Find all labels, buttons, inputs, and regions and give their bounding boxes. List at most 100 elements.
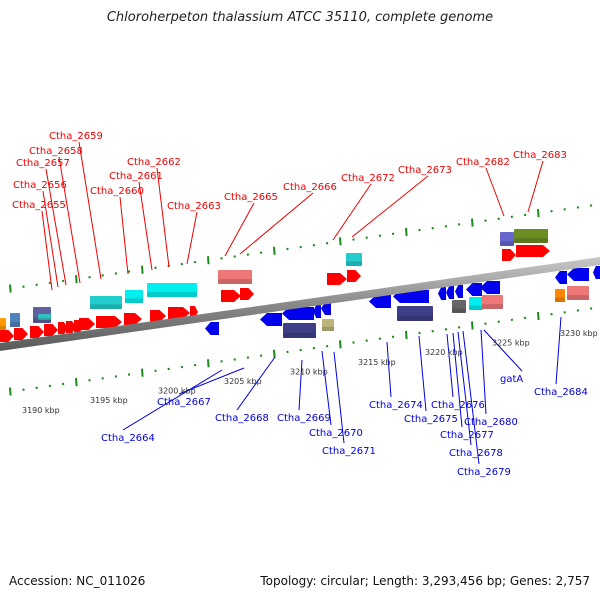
scale-label: 3205 kbp (224, 377, 262, 386)
minor-tick (523, 213, 527, 217)
major-tick (75, 275, 78, 284)
gene-label: Ctha_2679 (457, 467, 511, 478)
gene-label: Ctha_2661 (109, 171, 163, 182)
forward-gene-arrow (96, 316, 122, 328)
minor-tick (312, 346, 316, 350)
leader-line (239, 192, 314, 255)
minor-tick (48, 384, 52, 388)
gene-label: Ctha_2658 (29, 146, 83, 157)
gene-box (514, 229, 548, 243)
minor-tick (378, 234, 382, 238)
minor-tick (259, 354, 263, 357)
leader-line (555, 316, 562, 385)
gene-shade (452, 308, 466, 313)
major-tick (207, 359, 210, 368)
gene-label: Ctha_2668 (215, 413, 269, 424)
leader-line (122, 369, 223, 431)
minor-tick (88, 275, 91, 279)
scale-label: 3225 kbp (492, 339, 530, 348)
gene-shade (322, 326, 334, 331)
major-tick (537, 208, 540, 218)
minor-tick (431, 329, 434, 333)
gene-label: Ctha_2666 (283, 182, 337, 193)
reverse-gene-arrow (593, 266, 600, 279)
reverse-gene-arrow (260, 313, 282, 326)
minor-tick (352, 341, 355, 344)
minor-tick (101, 377, 104, 380)
reverse-gene-labels: Ctha_2664 Ctha_2667 Ctha_2668 Ctha_2669 Ctha… (101, 374, 588, 478)
minor-tick (431, 226, 434, 230)
gene-box (452, 300, 466, 313)
gene-shade (10, 322, 20, 327)
minor-tick (444, 327, 448, 331)
major-tick (339, 237, 342, 246)
reverse-gene-arrow (321, 302, 331, 315)
major-tick (471, 218, 474, 227)
gene-label: Ctha_2682 (456, 157, 510, 168)
minor-tick (391, 335, 395, 339)
minor-tick (101, 274, 104, 277)
reverse-gene-arrow (438, 287, 446, 300)
gene-box (125, 290, 143, 303)
minor-tick (180, 262, 184, 266)
leader-line (298, 359, 303, 411)
minor-tick (563, 311, 566, 314)
gene-shade (147, 292, 197, 297)
gene-label: Ctha_2676 (431, 400, 485, 411)
minor-tick (233, 255, 236, 258)
forward-gene-arrow (14, 328, 28, 340)
minor-tick (127, 270, 131, 273)
leader-line (42, 190, 59, 288)
gene-shade (514, 238, 548, 243)
major-tick (339, 340, 342, 349)
reverse-gene-arrow (455, 285, 463, 298)
gene-label: Ctha_2667 (157, 397, 211, 408)
gene-label: Ctha_2662 (127, 157, 181, 168)
minor-tick (286, 247, 289, 251)
gene-label: Ctha_2663 (167, 201, 221, 212)
major-tick (273, 349, 276, 358)
leader-line (41, 210, 53, 291)
gene-label: Ctha_2672 (341, 173, 395, 184)
gene-shade (38, 317, 51, 320)
gene-shade (346, 261, 362, 266)
minor-tick (127, 373, 131, 376)
gene-box (397, 306, 433, 321)
minor-tick (193, 260, 197, 264)
gene-shade (500, 241, 514, 246)
leader-line (485, 167, 505, 217)
minor-tick (114, 375, 118, 378)
scale-label: 3220 kbp (425, 348, 463, 357)
gene-label: Ctha_2656 (13, 180, 67, 191)
gene-shade (218, 279, 252, 284)
minor-tick (497, 217, 500, 221)
major-tick (537, 311, 540, 321)
minor-tick (233, 358, 236, 361)
minor-tick (220, 257, 223, 260)
leader-line (462, 330, 480, 465)
minor-tick (35, 386, 38, 390)
minor-tick (484, 219, 487, 222)
minor-tick (154, 369, 157, 373)
gene-shade (397, 315, 433, 321)
leader-line (138, 181, 153, 271)
forward-gene-arrow (150, 310, 166, 322)
scale-label: 3210 kbp (290, 368, 328, 377)
forward-gene-arrow (66, 321, 76, 333)
minor-tick (378, 337, 382, 341)
gene-label: Ctha_2680 (464, 417, 518, 428)
forward-gene-arrow (347, 270, 361, 282)
reverse-gene-arrow (446, 286, 454, 299)
leader-line (178, 367, 245, 395)
minor-tick (22, 285, 25, 288)
forward-gene-arrow (168, 307, 190, 319)
leader-line (224, 202, 255, 257)
leader-line (446, 333, 454, 398)
gene-box (346, 253, 362, 266)
minor-tick (154, 266, 157, 270)
gene-label: Ctha_2664 (101, 433, 155, 444)
forward-gene-arrow (124, 313, 142, 325)
gene-label: Ctha_2678 (449, 448, 503, 459)
major-tick (405, 227, 408, 237)
